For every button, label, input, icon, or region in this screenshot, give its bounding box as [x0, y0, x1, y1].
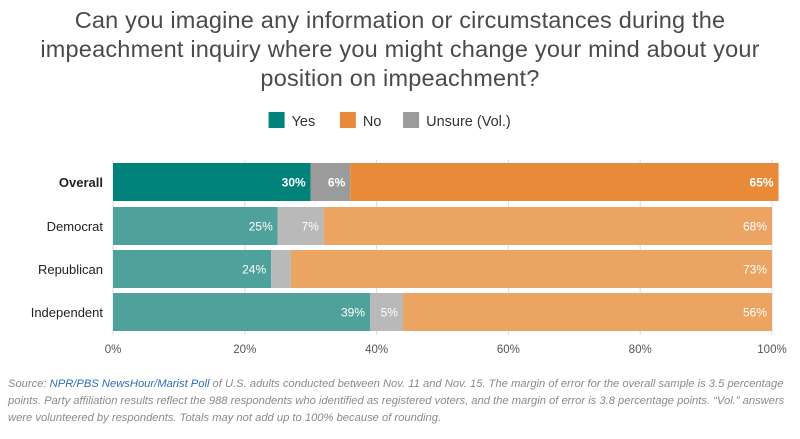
data-label: 65%: [750, 176, 774, 190]
bar-segment: [323, 207, 772, 245]
bar-segment: [113, 293, 371, 331]
data-label: 68%: [743, 220, 767, 234]
data-label: 24%: [242, 263, 266, 277]
legend-label: Yes: [292, 114, 316, 130]
source-prefix: Source:: [8, 378, 50, 390]
data-label: 25%: [249, 220, 273, 234]
data-label: 56%: [743, 306, 767, 320]
x-tick-label: 40%: [365, 344, 388, 356]
bar-segment: [402, 293, 772, 331]
legend: Yes No Unsure (Vol.): [268, 112, 511, 130]
bar-segment: [271, 250, 291, 288]
bar-segment: [113, 163, 311, 201]
bars: 30% 6% 65% 25% 7% 68% 24% 73% 39% 5% 56%: [113, 163, 779, 331]
data-label: 6%: [328, 176, 346, 190]
category-labels: Overall Democrat Republican Independent: [31, 175, 104, 320]
legend-swatch: [268, 112, 285, 128]
x-tick-label: 0%: [105, 344, 122, 356]
data-label: 7%: [302, 220, 320, 234]
legend-swatch: [403, 112, 420, 128]
legend-label: Unsure (Vol.): [426, 114, 511, 130]
category-label: Independent: [31, 305, 104, 320]
category-label: Republican: [38, 262, 103, 277]
bar-segment: [370, 293, 403, 331]
source-link[interactable]: NPR/PBS NewsHour/Marist Poll: [49, 378, 210, 390]
bar-segment: [113, 250, 272, 288]
source-text: of U.S. adults conducted between Nov. 11…: [8, 378, 785, 424]
bar-segment: [113, 207, 278, 245]
x-tick-label: 100%: [757, 344, 786, 356]
category-label: Democrat: [47, 219, 104, 234]
x-tick-label: 20%: [233, 344, 256, 356]
x-tick-label: 80%: [629, 344, 652, 356]
legend-swatch: [339, 112, 356, 128]
x-tick-label: 60%: [497, 344, 520, 356]
data-label: 39%: [341, 306, 365, 320]
data-label: 5%: [381, 306, 399, 320]
bar-segment: [310, 163, 351, 201]
source-note: Source: NPR/PBS NewsHour/Marist Poll of …: [8, 376, 793, 427]
bar-segment: [290, 250, 772, 288]
category-label: Overall: [59, 175, 103, 190]
bar-segment: [350, 163, 779, 201]
bar-segment: [277, 207, 324, 245]
data-label: 73%: [743, 263, 767, 277]
chart-title: Can you imagine any information or circu…: [40, 7, 760, 91]
data-label: 30%: [282, 176, 306, 190]
x-axis-ticks: 0% 20% 40% 60% 80% 100%: [105, 344, 787, 356]
legend-label: No: [363, 114, 382, 130]
